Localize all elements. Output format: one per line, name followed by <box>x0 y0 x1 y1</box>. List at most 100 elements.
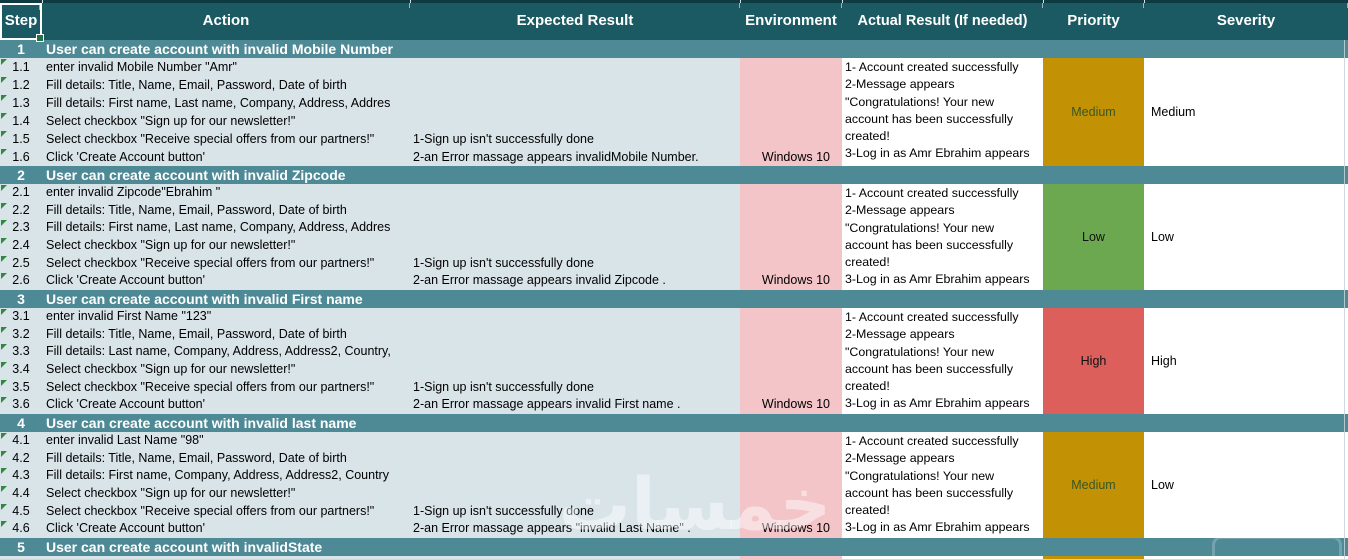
step-id-cell[interactable]: 1.3 <box>12 96 30 110</box>
step-id-cell[interactable]: 1.6 <box>12 150 30 164</box>
severity-cell[interactable]: Medium <box>1151 105 1196 119</box>
step-row[interactable]: 3.1 enter invalid First Name "123" <box>0 308 740 326</box>
action-cell[interactable]: Click 'Create Account button' <box>46 397 206 412</box>
section-header-row[interactable]: 5 User can create account with invalidSta… <box>0 538 1348 556</box>
header-cell-environment[interactable]: Environment <box>740 3 842 40</box>
action-cell[interactable]: Select checkbox "Sign up for our newslet… <box>46 486 296 500</box>
priority-cell[interactable]: Medium <box>1071 478 1116 492</box>
step-id-cell[interactable]: 2.5 <box>12 255 30 270</box>
expected-result-cell[interactable]: 1-Sign up isn't successfully done 2-an Er… <box>413 379 739 414</box>
action-cell[interactable]: Click 'Create Account button' <box>46 521 206 536</box>
action-cell[interactable]: enter invalid Zipcode"Ebrahim " <box>46 185 221 199</box>
step-id-cell[interactable]: 3.1 <box>12 309 30 323</box>
action-cell[interactable]: enter invalid Last Name "98" <box>46 433 204 447</box>
step-row[interactable]: 1.3 Fill details: First name, Last name, … <box>0 94 740 112</box>
action-cell[interactable]: Click 'Create Account button' <box>46 273 206 288</box>
section-header-row[interactable]: 1 User can create account with invalid Mo… <box>0 40 1348 58</box>
step-row[interactable]: 2.1 enter invalid Zipcode"Ebrahim " <box>0 184 740 202</box>
section-header-row[interactable]: 2 User can create account with invalid Zi… <box>0 166 1348 184</box>
action-cell[interactable]: Select checkbox "Receive special offers … <box>46 503 375 518</box>
step-row[interactable]: 4.2 Fill details: Title, Name, Email, Pas… <box>0 450 740 468</box>
step-id-cell[interactable]: 4.6 <box>12 521 30 536</box>
step-row[interactable]: 1.4 Select checkbox "Sign up for our news… <box>0 112 740 130</box>
step-id-cell[interactable]: 2.4 <box>12 238 30 252</box>
action-cell[interactable]: Select checkbox "Receive special offers … <box>46 132 375 146</box>
actual-result-cell[interactable]: 1- Account created successfully 2-Messag… <box>845 434 1030 535</box>
step-row[interactable]: 3.5 Select checkbox "Receive special offe… <box>0 379 740 397</box>
step-id-cell[interactable]: 4.4 <box>12 486 30 500</box>
step-row[interactable]: 4.1 enter invalid Last Name "98" <box>0 432 740 450</box>
step-row[interactable]: 4.6 Click 'Create Account button' <box>0 520 740 538</box>
step-id-cell[interactable]: 4.1 <box>12 433 30 447</box>
severity-cell[interactable]: Low <box>1151 230 1174 244</box>
step-row[interactable]: 3.2 Fill details: Title, Name, Email, Pas… <box>0 326 740 344</box>
step-id-cell[interactable]: 4.2 <box>12 450 30 465</box>
action-cell[interactable]: Select checkbox "Receive special offers … <box>46 379 375 394</box>
step-id-cell[interactable]: 3.4 <box>12 362 30 376</box>
action-cell[interactable]: Fill details: First name, Company, Addre… <box>46 468 389 483</box>
action-cell[interactable]: Fill details: First name, Last name, Com… <box>46 220 391 235</box>
header-cell-step[interactable]: Step <box>0 3 44 42</box>
actual-result-cell[interactable]: 1- Account created successfully 2-Messag… <box>845 310 1030 411</box>
step-row[interactable]: 4.5 Select checkbox "Receive special offe… <box>0 503 740 521</box>
step-row[interactable]: 3.4 Select checkbox "Sign up for our news… <box>0 361 740 379</box>
expected-result-cell[interactable]: 1-Sign up isn't successfully done 2-an Er… <box>413 255 739 290</box>
expected-result-cell[interactable]: 1-Sign up isn't successfully done 2-an Er… <box>413 130 739 166</box>
step-id-cell[interactable]: 1.4 <box>12 114 30 128</box>
action-cell[interactable]: Select checkbox "Sign up for our newslet… <box>46 238 296 252</box>
action-cell[interactable]: Click 'Create Account button' <box>46 150 206 164</box>
step-row[interactable]: 4.4 Select checkbox "Sign up for our news… <box>0 485 740 503</box>
expected-result-cell[interactable]: 1-Sign up isn't successfully done 2-an Er… <box>413 503 739 538</box>
action-cell[interactable]: Fill details: Title, Name, Email, Passwo… <box>46 78 347 92</box>
step-id-cell[interactable]: 2.3 <box>12 220 30 235</box>
step-id-cell[interactable]: 2.2 <box>12 202 30 217</box>
action-cell[interactable]: Select checkbox "Receive special offers … <box>46 255 375 270</box>
header-cell-actual-result[interactable]: Actual Result (If needed) <box>842 3 1043 40</box>
section-header-row[interactable]: 3 User can create account with invalid Fi… <box>0 290 1348 308</box>
step-id-cell[interactable]: 3.5 <box>12 379 30 394</box>
step-row[interactable]: 1.6 Click 'Create Account button' <box>0 148 740 166</box>
step-row[interactable]: 3.3 Fill details: Last name, Company, Add… <box>0 343 740 361</box>
header-cell-priority[interactable]: Priority <box>1043 3 1144 40</box>
action-cell[interactable]: Fill details: First name, Last name, Com… <box>46 96 391 110</box>
step-row[interactable]: 3.6 Click 'Create Account button' <box>0 396 740 414</box>
section-header-row[interactable]: 4 User can create account with invalid la… <box>0 414 1348 432</box>
action-cell[interactable]: enter invalid Mobile Number "Amr" <box>46 60 237 74</box>
step-id-cell[interactable]: 1.5 <box>12 132 30 146</box>
severity-cell[interactable]: High <box>1151 354 1177 368</box>
step-id-cell[interactable]: 4.5 <box>12 503 30 518</box>
header-cell-severity[interactable]: Severity <box>1144 3 1348 40</box>
actual-result-cell[interactable]: 1- Account created successfully 2-Messag… <box>845 186 1030 287</box>
header-cell-expected-result[interactable]: Expected Result <box>410 3 740 40</box>
step-id-cell[interactable]: 1.2 <box>12 78 30 92</box>
header-cell-action[interactable]: Action <box>42 3 410 40</box>
step-id-cell[interactable]: 3.6 <box>12 397 30 412</box>
environment-cell[interactable]: Windows 10 <box>761 150 830 164</box>
environment-cell[interactable]: Windows 10 <box>761 397 830 412</box>
severity-cell[interactable]: Low <box>1151 478 1174 492</box>
action-cell[interactable]: Fill details: Title, Name, Email, Passwo… <box>46 450 347 465</box>
action-cell[interactable]: Fill details: Title, Name, Email, Passwo… <box>46 326 347 341</box>
action-cell[interactable]: enter invalid First Name "123" <box>46 309 212 323</box>
step-id-cell[interactable]: 1.1 <box>12 60 30 74</box>
step-row[interactable]: 2.3 Fill details: First name, Last name, … <box>0 219 740 237</box>
action-cell[interactable]: Fill details: Last name, Company, Addres… <box>46 344 391 359</box>
step-id-cell[interactable]: 3.3 <box>12 344 30 359</box>
step-row[interactable]: 2.5 Select checkbox "Receive special offe… <box>0 255 740 273</box>
actual-result-cell[interactable]: 1- Account created successfully 2-Messag… <box>845 60 1030 161</box>
environment-cell[interactable]: Windows 10 <box>761 273 830 288</box>
step-id-cell[interactable]: 2.1 <box>12 185 30 199</box>
step-id-cell[interactable]: 3.2 <box>12 326 30 341</box>
action-cell[interactable]: Select checkbox "Sign up for our newslet… <box>46 362 296 376</box>
step-row[interactable]: 2.2 Fill details: Title, Name, Email, Pas… <box>0 202 740 220</box>
action-cell[interactable]: Fill details: Title, Name, Email, Passwo… <box>46 202 347 217</box>
action-cell[interactable]: Select checkbox "Sign up for our newslet… <box>46 114 296 128</box>
step-row[interactable]: 2.6 Click 'Create Account button' <box>0 272 740 290</box>
step-row[interactable]: 2.4 Select checkbox "Sign up for our news… <box>0 237 740 255</box>
priority-cell[interactable]: Low <box>1082 230 1105 244</box>
step-row[interactable]: 1.1 enter invalid Mobile Number "Amr" <box>0 58 740 76</box>
step-id-cell[interactable]: 4.3 <box>12 468 30 483</box>
priority-cell[interactable]: Medium <box>1071 105 1116 119</box>
step-row[interactable]: 1.2 Fill details: Title, Name, Email, Pas… <box>0 76 740 94</box>
step-id-cell[interactable]: 2.6 <box>12 273 30 288</box>
